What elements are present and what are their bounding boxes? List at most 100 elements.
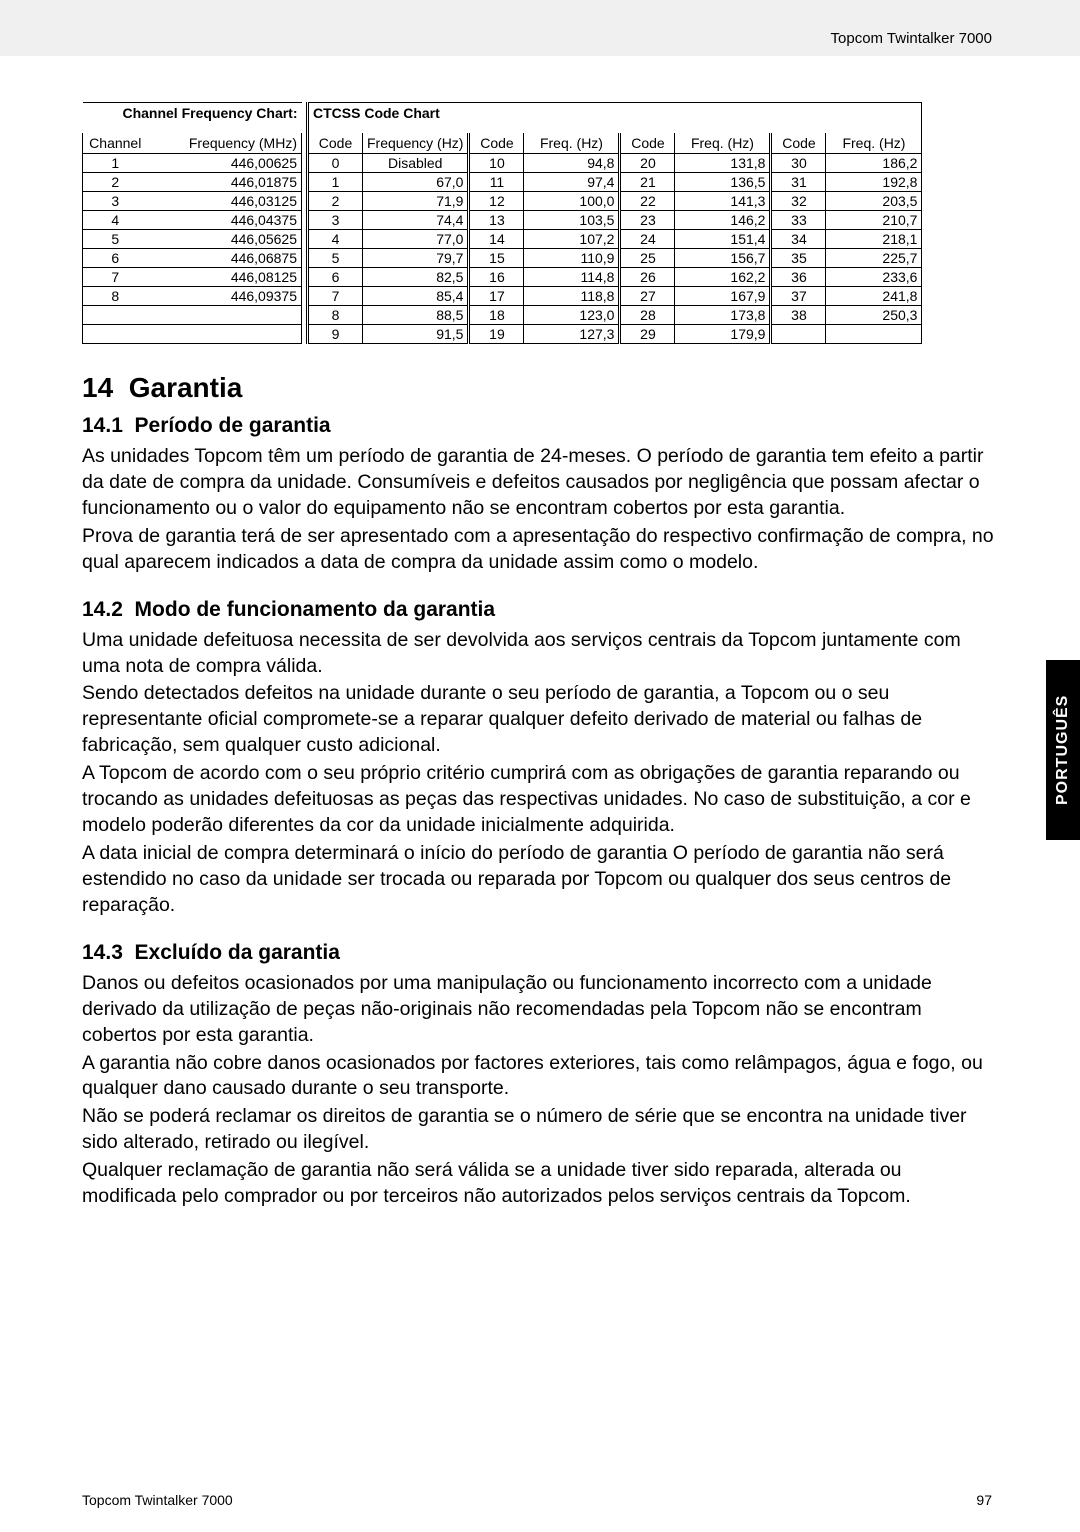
- table-cell: 4: [83, 211, 148, 230]
- table-cell: 23: [620, 211, 675, 230]
- page-header: Topcom Twintalker 7000: [0, 0, 1080, 56]
- sub-num: 14.1: [82, 414, 123, 437]
- paragraph: Não se poderá reclamar os direitos de ga…: [82, 1104, 998, 1156]
- paragraph: Sendo detectados defeitos na unidade dur…: [82, 681, 998, 759]
- table-cell: 26: [620, 268, 675, 287]
- ctcss-col: Freq. (Hz): [524, 133, 620, 154]
- ctcss-col: Frequency (Hz): [363, 133, 469, 154]
- table-cell: 446,06875: [148, 249, 302, 268]
- table-row: 8446,09375: [83, 287, 302, 306]
- table-cell: 100,0: [524, 192, 620, 211]
- sub-name: Modo de funcionamento da garantia: [135, 598, 496, 621]
- paragraph: A Topcom de acordo com o seu próprio cri…: [82, 761, 998, 839]
- table-cell: 151,4: [675, 230, 771, 249]
- cfc-col-freq: Frequency (MHz): [148, 133, 302, 154]
- table-cell: 74,4: [363, 211, 469, 230]
- table-cell: 77,0: [363, 230, 469, 249]
- footer-product: Topcom Twintalker 7000: [82, 1492, 233, 1508]
- table-cell: 79,7: [363, 249, 469, 268]
- table-cell: 20: [620, 154, 675, 173]
- ctcss-col: Freq. (Hz): [675, 133, 771, 154]
- table-cell: 210,7: [826, 211, 922, 230]
- table-cell: 131,8: [675, 154, 771, 173]
- table-cell: 36: [771, 268, 826, 287]
- table-cell: 250,3: [826, 306, 922, 325]
- table-cell: 218,1: [826, 230, 922, 249]
- table-cell: 34: [771, 230, 826, 249]
- table-cell: 123,0: [524, 306, 620, 325]
- table-row: 167,01197,421136,531192,8: [308, 173, 922, 192]
- table-cell: 13: [469, 211, 524, 230]
- table-cell: 18: [469, 306, 524, 325]
- table-cell: 446,04375: [148, 211, 302, 230]
- channel-frequency-table: Channel Frequency Chart: Channel Frequen…: [82, 102, 302, 344]
- table-cell: 4: [308, 230, 363, 249]
- table-cell: 446,08125: [148, 268, 302, 287]
- table-cell: 0: [308, 154, 363, 173]
- table-cell: 141,3: [675, 192, 771, 211]
- language-tab: PORTUGUÊS: [1046, 660, 1080, 840]
- table-cell: 225,7: [826, 249, 922, 268]
- table-cell: 241,8: [826, 287, 922, 306]
- table-cell: 2: [308, 192, 363, 211]
- table-cell: [771, 325, 826, 344]
- table-cell: [148, 306, 302, 325]
- table-cell: 6: [83, 249, 148, 268]
- ctcss-title: CTCSS Code Chart: [308, 103, 922, 134]
- table-row: [83, 306, 302, 325]
- table-cell: 21: [620, 173, 675, 192]
- sub-title-3: 14.3 Excluído da garantia: [82, 941, 998, 965]
- table-cell: 22: [620, 192, 675, 211]
- table-cell: 30: [771, 154, 826, 173]
- table-cell: 446,09375: [148, 287, 302, 306]
- ctcss-col: Code: [620, 133, 675, 154]
- table-cell: 446,03125: [148, 192, 302, 211]
- table-row: 6446,06875: [83, 249, 302, 268]
- paragraph: Qualquer reclamação de garantia não será…: [82, 1158, 998, 1210]
- table-cell: 136,5: [675, 173, 771, 192]
- table-cell: 29: [620, 325, 675, 344]
- section-name: Garantia: [129, 372, 243, 403]
- table-cell: 71,9: [363, 192, 469, 211]
- table-cell: 16: [469, 268, 524, 287]
- table-cell: Disabled: [363, 154, 469, 173]
- table-row: 3446,03125: [83, 192, 302, 211]
- table-cell: 31: [771, 173, 826, 192]
- table-row: 2446,01875: [83, 173, 302, 192]
- table-row: 271,912100,022141,332203,5: [308, 192, 922, 211]
- table-row: 888,518123,028173,838250,3: [308, 306, 922, 325]
- table-cell: 5: [83, 230, 148, 249]
- table-cell: 94,8: [524, 154, 620, 173]
- table-cell: 85,4: [363, 287, 469, 306]
- table-cell: 2: [83, 173, 148, 192]
- section-title: 14 Garantia: [82, 372, 998, 404]
- table-cell: 25: [620, 249, 675, 268]
- footer-page: 97: [976, 1492, 992, 1508]
- sub-name: Excluído da garantia: [135, 941, 340, 964]
- table-cell: 156,7: [675, 249, 771, 268]
- table-cell: 3: [308, 211, 363, 230]
- table-cell: [826, 325, 922, 344]
- table-cell: 8: [308, 306, 363, 325]
- sub-num: 14.3: [82, 941, 123, 964]
- table-cell: 82,5: [363, 268, 469, 287]
- table-cell: 446,01875: [148, 173, 302, 192]
- table-cell: 9: [308, 325, 363, 344]
- table-cell: 110,9: [524, 249, 620, 268]
- table-row: 682,516114,826162,236233,6: [308, 268, 922, 287]
- sub-num: 14.2: [82, 598, 123, 621]
- table-cell: 233,6: [826, 268, 922, 287]
- table-cell: 7: [308, 287, 363, 306]
- table-cell: 8: [83, 287, 148, 306]
- table-cell: 17: [469, 287, 524, 306]
- table-cell: 162,2: [675, 268, 771, 287]
- page-footer: Topcom Twintalker 7000 97: [82, 1492, 992, 1508]
- table-cell: 67,0: [363, 173, 469, 192]
- table-row: 5446,05625: [83, 230, 302, 249]
- table-cell: 446,05625: [148, 230, 302, 249]
- table-row: 579,715110,925156,735225,7: [308, 249, 922, 268]
- table-cell: 1: [308, 173, 363, 192]
- table-cell: 24: [620, 230, 675, 249]
- table-cell: 1: [83, 154, 148, 173]
- paragraph: Uma unidade defeituosa necessita de ser …: [82, 628, 998, 680]
